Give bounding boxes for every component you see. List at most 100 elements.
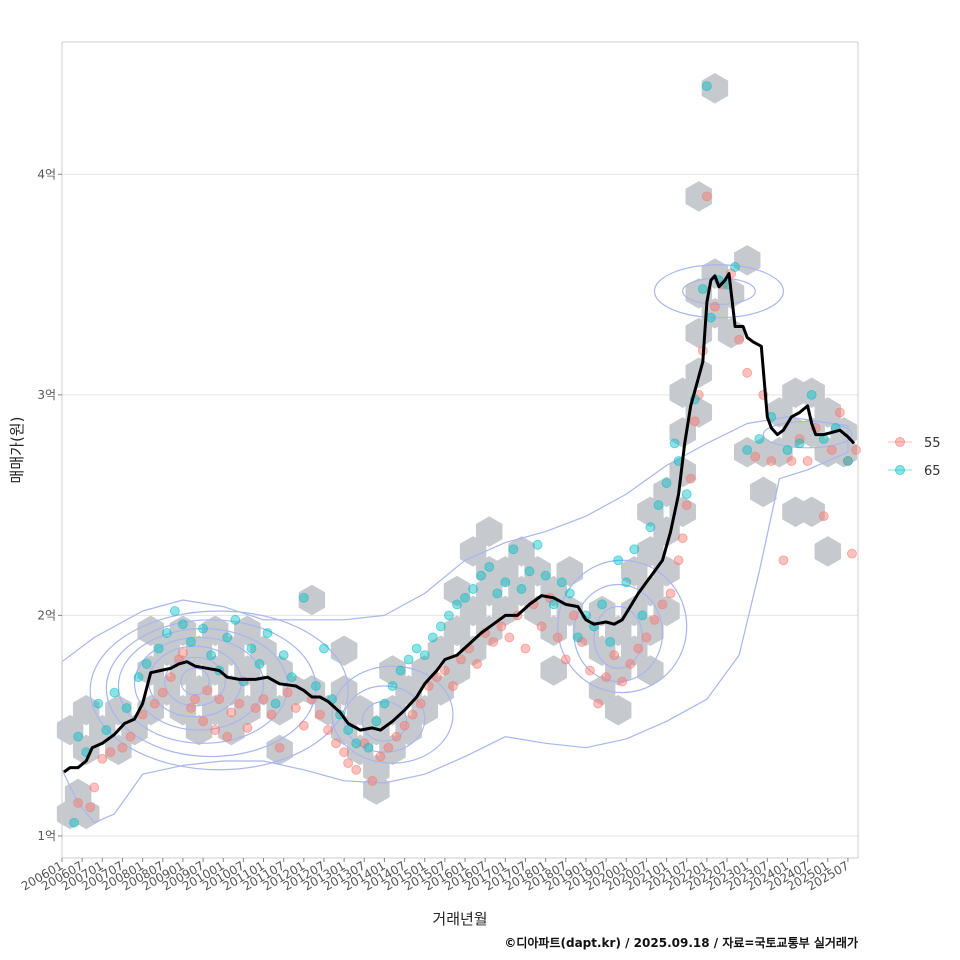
scatter-point-65 <box>629 544 640 555</box>
density-contour <box>331 665 454 764</box>
scatter-point-65 <box>379 698 390 709</box>
scatter-point-65 <box>754 434 765 444</box>
scatter-point-65 <box>278 650 289 661</box>
scatter-point-65 <box>69 817 79 828</box>
scatter-point-55 <box>851 445 861 455</box>
scatter-point-55 <box>496 621 507 632</box>
scatter-point-65 <box>645 522 656 533</box>
scatter-point-55 <box>657 599 668 610</box>
scatter-point-55 <box>85 802 96 813</box>
hexbin-cell <box>766 436 793 468</box>
scatter-point-55 <box>250 703 261 713</box>
scatter-point-65 <box>637 610 648 621</box>
scatter-point-55 <box>818 511 829 522</box>
hexbin-layer <box>56 73 858 830</box>
hexbin-cell <box>798 496 825 528</box>
scatter-point-65 <box>843 456 853 466</box>
density-contour <box>653 264 785 319</box>
scatter-point-55 <box>157 687 168 698</box>
plot-panel-border <box>61 41 859 859</box>
scatter-point-65 <box>468 584 478 594</box>
hexbin-cell <box>411 694 438 726</box>
hexbin-cell <box>637 615 664 647</box>
scatter-point-55 <box>617 676 628 687</box>
y-axis: 1억 2억 3억 4억 <box>37 167 62 843</box>
scatter-point-55 <box>601 672 612 683</box>
hexbin-cell <box>669 417 696 448</box>
scatter-point-55 <box>681 500 692 511</box>
scatter-point-55 <box>210 725 221 735</box>
scatter-point-65 <box>93 698 104 709</box>
scatter-point-55 <box>685 473 696 484</box>
scatter-point-55 <box>391 731 402 742</box>
scatter-point-55 <box>290 703 301 713</box>
scatter-point-55 <box>73 797 84 808</box>
scatter-point-55 <box>536 621 547 632</box>
scatter-point-65 <box>435 621 446 632</box>
scatter-point-55 <box>750 451 761 462</box>
scatter-point-65 <box>387 681 398 691</box>
scatter-point-65 <box>169 606 180 616</box>
scatter-point-55 <box>242 722 253 733</box>
hexbin-cell <box>64 778 92 810</box>
scatter-point-55 <box>609 650 620 661</box>
scatter-point-65 <box>444 610 454 621</box>
scatter-point-55 <box>105 747 116 758</box>
y-tick-label: 1억 <box>37 829 56 843</box>
scatter-point-55 <box>178 647 188 658</box>
scatter-point-55 <box>504 632 515 643</box>
scatter-point-55 <box>456 654 466 665</box>
y-tick-label: 3억 <box>37 388 56 402</box>
scatter-point-65 <box>178 619 188 630</box>
scatter-point-65 <box>669 438 680 449</box>
scatter-point-65 <box>73 731 84 742</box>
scatter-point-55 <box>282 687 293 698</box>
scatter-point-55 <box>568 610 579 621</box>
scatter-point-55 <box>649 614 660 625</box>
scatter-point-55 <box>677 533 688 544</box>
scatter-point-65 <box>371 716 382 727</box>
scatter-point-65 <box>730 262 740 272</box>
scatter-point-65 <box>782 445 793 455</box>
scatter-point-65 <box>597 599 607 610</box>
scatter-point-65 <box>395 665 406 676</box>
scatter-point-55 <box>734 334 745 345</box>
scatter-point-65 <box>484 561 495 572</box>
scatter-point-65 <box>403 654 414 665</box>
scatter-point-55 <box>266 709 277 720</box>
density-contour <box>133 636 265 731</box>
scatter-point-55 <box>97 753 108 764</box>
scatter-point-55 <box>633 643 644 654</box>
scatter-point-55 <box>472 659 483 669</box>
scatter-point-55 <box>439 665 450 676</box>
scatter-point-65 <box>705 312 716 323</box>
hexbin-cell <box>685 181 713 212</box>
moving-average <box>63 272 856 774</box>
hexbin-cell <box>540 655 567 686</box>
hexbin-cell <box>218 714 245 746</box>
scatter-point-65 <box>319 643 329 654</box>
scatter-point-65 <box>186 636 196 647</box>
scatter-point-55 <box>222 731 233 742</box>
scatter-point-55 <box>847 548 857 559</box>
scatter-point-65 <box>794 438 805 449</box>
scatter-point-55 <box>315 709 325 720</box>
hexbin-cell <box>443 575 471 607</box>
scatter-point-55 <box>742 367 753 378</box>
scatter-point-55 <box>585 665 595 676</box>
scatter-point-55 <box>89 782 100 793</box>
density-contour <box>61 416 849 824</box>
scatter-point-65 <box>516 584 527 594</box>
scatter-point-55 <box>710 301 720 312</box>
legend: 55 65 <box>888 436 941 479</box>
hexbin-cell <box>540 615 567 647</box>
y-axis-title: 매매가(원) <box>8 417 26 484</box>
scatter-point-65 <box>254 659 265 669</box>
scatter-point-65 <box>605 636 616 647</box>
scatter-point-55 <box>689 416 700 427</box>
scatter-point-55 <box>407 709 418 720</box>
moving-average-line <box>63 272 856 774</box>
scatter-point-55 <box>117 742 128 753</box>
scatter-point-55 <box>214 694 225 705</box>
scatter-point-55 <box>165 672 176 683</box>
